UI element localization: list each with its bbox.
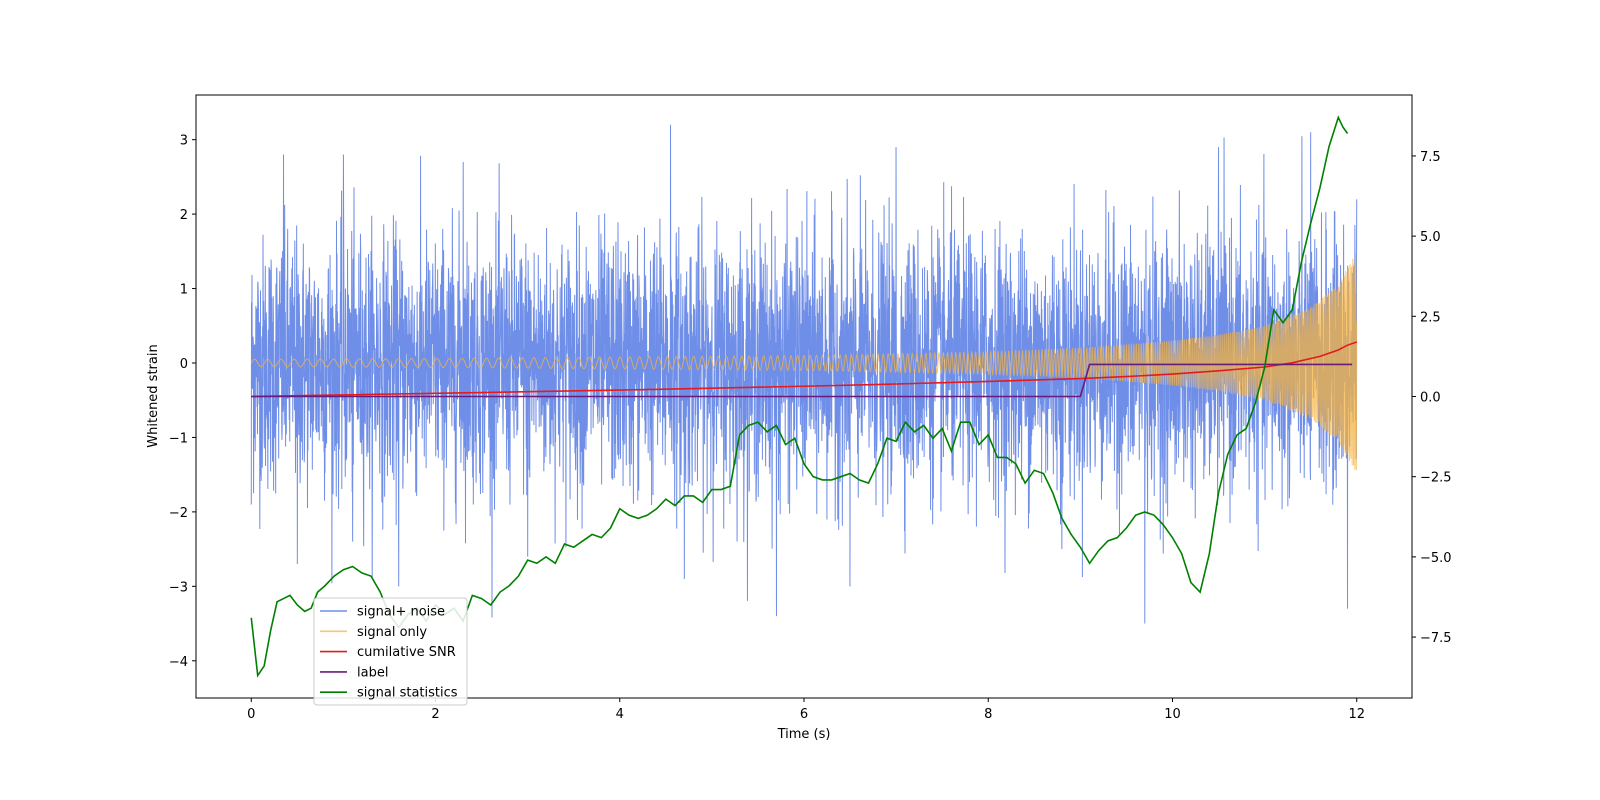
legend-label: cumilative SNR — [357, 645, 456, 660]
legend-label: signal+ noise — [357, 605, 445, 620]
y-tick-label: 1 — [180, 283, 188, 298]
series-label-line — [251, 363, 1353, 398]
x-tick-label: 6 — [800, 707, 808, 722]
y2-tick-label: −5.0 — [1420, 551, 1452, 566]
legend: signal+ noise signal only cumilative SNR la… — [313, 597, 468, 706]
y-tick-label: −3 — [169, 580, 188, 595]
legend-item-signal-statistics: signal statistics — [320, 686, 458, 701]
x-tick-label: 4 — [616, 707, 624, 722]
legend-item-label: label — [320, 665, 388, 680]
y-axis-left: −4 −3 −2 −1 0 1 2 3 — [169, 134, 196, 670]
legend-label: signal only — [357, 625, 427, 640]
y-tick-label: 3 — [180, 134, 188, 149]
y-axis-right: −7.5 −5.0 −2.5 0.0 2.5 5.0 7.5 — [1412, 150, 1452, 646]
legend-label: label — [357, 665, 388, 680]
y2-tick-label: 2.5 — [1420, 310, 1441, 325]
x-axis: 0 2 4 6 8 10 12 — [247, 698, 1365, 722]
x-tick-label: 0 — [247, 707, 255, 722]
y-tick-label: −2 — [169, 506, 188, 521]
legend-box — [313, 597, 468, 706]
x-tick-label: 10 — [1164, 707, 1181, 722]
x-tick-label: 2 — [431, 707, 439, 722]
y2-tick-label: 7.5 — [1420, 150, 1441, 165]
series-cumilative-snr-line — [251, 341, 1357, 398]
legend-item-signal-only: signal only — [320, 625, 427, 640]
legend-item-cumilative-snr: cumilative SNR — [320, 645, 456, 660]
y2-tick-label: 5.0 — [1420, 230, 1441, 245]
y2-tick-label: −2.5 — [1420, 471, 1452, 486]
legend-item-signal-noise: signal+ noise — [320, 605, 445, 620]
legend-label: signal statistics — [357, 686, 458, 701]
x-tick-label: 12 — [1348, 707, 1365, 722]
y-tick-label: −1 — [169, 431, 188, 446]
y2-tick-label: −7.5 — [1420, 631, 1452, 646]
y-axis-label: Whitened strain — [146, 344, 161, 447]
series-signal-only-line — [250, 253, 1358, 471]
y-tick-label: 2 — [180, 208, 188, 223]
y-tick-label: 0 — [180, 357, 188, 372]
series-layer — [250, 115, 1358, 678]
y2-tick-label: 0.0 — [1420, 391, 1441, 406]
x-tick-label: 8 — [984, 707, 992, 722]
y-tick-label: −4 — [169, 655, 188, 670]
x-axis-label: Time (s) — [777, 727, 831, 742]
